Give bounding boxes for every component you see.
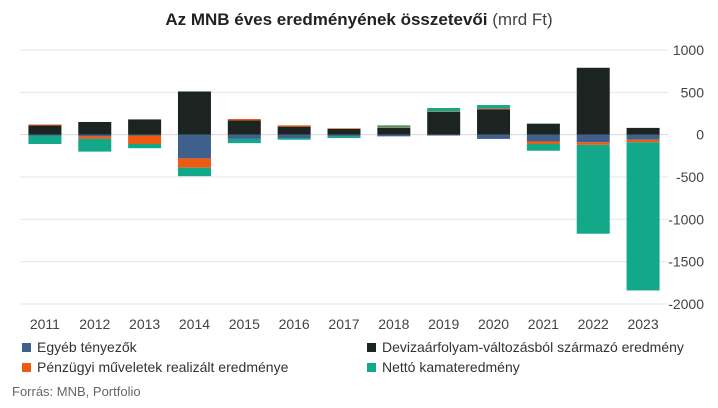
bar-segment	[477, 108, 511, 110]
bar-segment	[177, 158, 211, 168]
bar-segment	[177, 91, 211, 135]
legend-label-deviza: Devizaárfolyam-változásból származó ered…	[382, 339, 684, 355]
bar-segment	[28, 135, 62, 144]
bar-segment	[78, 134, 112, 137]
bar-segment	[477, 109, 511, 135]
bar-segment	[277, 126, 311, 135]
bar-segment	[327, 134, 361, 137]
bar-segment	[128, 135, 162, 144]
legend-swatch-deviza	[367, 342, 376, 352]
x-tick-label: 2013	[129, 316, 160, 332]
bar-segment	[427, 134, 461, 136]
bar-segment	[427, 107, 461, 112]
bar-segment	[526, 143, 560, 151]
y-tick-label: 0	[696, 127, 704, 143]
legend-item-deviza: Devizaárfolyam-változásból származó ered…	[367, 339, 684, 355]
x-tick-label: 2016	[279, 316, 310, 332]
bar-segment	[526, 123, 560, 135]
legend-label-egyeb: Egyéb tényezők	[37, 339, 137, 355]
bar-segment	[626, 139, 660, 143]
bar-segment	[28, 125, 62, 135]
bar-segment	[377, 127, 411, 128]
x-tick-label: 2011	[30, 316, 60, 332]
bar-segment	[377, 134, 411, 137]
chart-title-unit: (mrd Ft)	[492, 10, 553, 29]
bar-segment	[128, 134, 162, 136]
bar-segment	[526, 141, 560, 144]
bar-segment	[128, 119, 162, 135]
bar-segment	[377, 127, 411, 135]
bar-segment	[526, 134, 560, 142]
bar-segment	[227, 120, 261, 135]
y-tick-label: -1500	[668, 254, 704, 270]
bar-segment	[78, 138, 112, 152]
bar-segment	[177, 167, 211, 177]
x-tick-label: 2019	[428, 316, 459, 332]
x-tick-label: 2014	[179, 316, 210, 332]
bar-segment	[576, 144, 610, 234]
x-tick-label: 2021	[528, 316, 559, 332]
y-tick-label: 500	[681, 84, 705, 100]
chart-title: Az MNB éves eredményének összetevői (mrd…	[0, 10, 718, 30]
y-tick-label: -1000	[668, 211, 704, 227]
legend-swatch-penzugyi	[22, 362, 31, 372]
bar-segment	[377, 125, 411, 128]
legend-item-egyeb: Egyéb tényezők	[22, 339, 137, 355]
legend-swatch-netto	[367, 362, 376, 372]
bar-segment	[227, 138, 261, 144]
bar-segment	[227, 119, 261, 121]
bar-segment	[477, 134, 511, 139]
bar-segment	[576, 134, 610, 143]
x-tick-label: 2020	[478, 316, 509, 332]
bar-segment	[28, 134, 62, 136]
legend-label-penzugyi: Pénzügyi műveletek realizált eredménye	[37, 359, 289, 375]
legend-item-penzugyi: Pénzügyi műveletek realizált eredménye	[22, 359, 288, 375]
bar-segment	[277, 134, 311, 139]
legend-swatch-egyeb	[22, 342, 31, 352]
y-tick-label: -500	[676, 169, 704, 185]
x-tick-label: 2012	[79, 316, 110, 332]
bar-segment	[576, 142, 610, 145]
x-tick-label: 2015	[229, 316, 260, 332]
bar-segment	[227, 134, 261, 139]
chart-title-main: Az MNB éves eredményének összetevői	[165, 10, 488, 29]
x-tick-label: 2023	[627, 316, 658, 332]
bar-segment	[128, 143, 162, 149]
bar-segment	[78, 136, 112, 139]
bar-segment	[626, 127, 660, 135]
bar-segment	[327, 128, 361, 135]
legend-label-netto: Nettó kamateredmény	[382, 359, 520, 375]
x-tick-label: 2018	[378, 316, 409, 332]
bar-segment	[277, 138, 311, 140]
y-tick-label: 1000	[673, 42, 704, 58]
bar-segment	[427, 111, 461, 135]
bar-segment	[78, 121, 112, 135]
source-note: Forrás: MNB, Portfolio	[12, 384, 141, 399]
bar-segment	[626, 142, 660, 291]
x-tick-label: 2022	[578, 316, 609, 332]
bar-segment	[477, 105, 511, 109]
bar-segment	[277, 125, 311, 127]
bar-segment	[626, 134, 660, 140]
bar-segment	[576, 67, 610, 135]
bar-segment	[327, 128, 361, 129]
bar-segment	[427, 111, 461, 112]
legend-item-netto: Nettó kamateredmény	[367, 359, 520, 375]
bar-segment	[177, 134, 211, 159]
y-tick-label: -2000	[668, 296, 704, 312]
bar-segment	[28, 124, 62, 126]
x-tick-label: 2017	[328, 316, 359, 332]
bar-segment	[327, 136, 361, 139]
